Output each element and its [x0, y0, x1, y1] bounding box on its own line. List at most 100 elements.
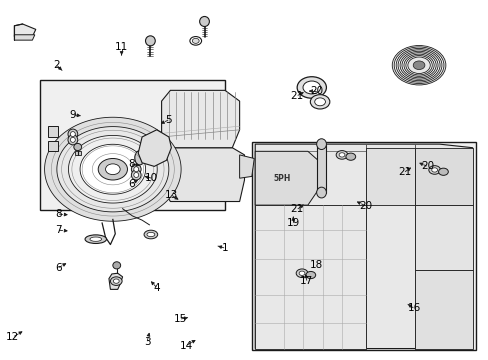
Text: 2: 2 [53, 60, 60, 70]
Circle shape [113, 279, 119, 283]
Circle shape [297, 77, 326, 98]
Ellipse shape [345, 153, 355, 160]
Ellipse shape [85, 235, 106, 243]
Polygon shape [161, 90, 239, 148]
Text: 3: 3 [143, 337, 150, 347]
Text: 8: 8 [128, 159, 134, 169]
Polygon shape [57, 127, 168, 212]
Polygon shape [109, 273, 122, 289]
Circle shape [105, 164, 120, 175]
Polygon shape [414, 205, 472, 270]
Ellipse shape [428, 166, 440, 174]
Circle shape [412, 61, 424, 69]
Text: 13: 13 [164, 190, 178, 200]
Polygon shape [255, 151, 320, 205]
Ellipse shape [305, 271, 315, 279]
Bar [251, 142, 475, 350]
Text: 11: 11 [115, 42, 128, 52]
Circle shape [189, 37, 201, 45]
Polygon shape [239, 155, 254, 178]
Text: 8: 8 [55, 209, 61, 219]
Polygon shape [68, 135, 157, 203]
Ellipse shape [338, 153, 344, 157]
Polygon shape [48, 126, 58, 137]
Ellipse shape [144, 230, 158, 239]
Circle shape [403, 54, 433, 76]
Text: 14: 14 [179, 341, 192, 351]
Text: 17: 17 [300, 276, 313, 286]
Polygon shape [48, 140, 58, 151]
Polygon shape [316, 144, 326, 193]
Circle shape [391, 45, 445, 85]
Text: 6: 6 [128, 179, 134, 189]
Circle shape [303, 81, 320, 94]
Ellipse shape [438, 168, 447, 175]
Ellipse shape [113, 262, 121, 269]
Circle shape [405, 55, 431, 75]
Ellipse shape [70, 132, 75, 136]
Text: 21: 21 [290, 91, 303, 101]
Text: 20: 20 [420, 161, 433, 171]
Ellipse shape [199, 17, 209, 27]
Ellipse shape [68, 129, 78, 139]
Ellipse shape [134, 172, 139, 177]
Polygon shape [138, 130, 171, 166]
Circle shape [110, 277, 122, 285]
Ellipse shape [145, 36, 155, 46]
Circle shape [397, 50, 439, 81]
Polygon shape [255, 144, 472, 348]
Text: 7: 7 [55, 225, 61, 235]
Ellipse shape [147, 232, 155, 237]
Ellipse shape [131, 164, 141, 174]
Text: 18: 18 [309, 260, 323, 270]
Ellipse shape [68, 135, 78, 145]
Polygon shape [255, 205, 366, 348]
Ellipse shape [74, 143, 81, 150]
Circle shape [401, 53, 435, 78]
Circle shape [393, 47, 443, 84]
Ellipse shape [299, 271, 305, 275]
Text: 21: 21 [397, 167, 410, 177]
Polygon shape [44, 117, 181, 221]
Ellipse shape [70, 137, 75, 142]
Circle shape [98, 158, 127, 180]
Ellipse shape [131, 170, 141, 180]
Circle shape [407, 57, 429, 73]
Ellipse shape [431, 168, 437, 172]
Circle shape [310, 95, 329, 109]
Text: 21: 21 [290, 204, 303, 215]
Text: 1: 1 [221, 243, 228, 253]
Polygon shape [14, 35, 35, 40]
Ellipse shape [335, 150, 347, 159]
Text: 20: 20 [358, 201, 371, 211]
Ellipse shape [316, 139, 326, 149]
Ellipse shape [90, 237, 102, 241]
Text: 5: 5 [165, 115, 172, 125]
Text: 6: 6 [55, 263, 61, 273]
Polygon shape [142, 151, 170, 164]
Text: 4: 4 [153, 283, 160, 293]
Polygon shape [414, 148, 472, 205]
Polygon shape [163, 148, 244, 202]
Text: 15: 15 [173, 314, 186, 324]
Text: 10: 10 [145, 173, 158, 183]
Ellipse shape [135, 150, 144, 165]
Circle shape [192, 39, 199, 43]
Circle shape [399, 51, 437, 79]
Text: 19: 19 [286, 218, 299, 228]
Polygon shape [80, 144, 145, 194]
Ellipse shape [296, 269, 307, 278]
Text: 5PH: 5PH [273, 174, 291, 183]
Polygon shape [366, 148, 414, 205]
Text: 9: 9 [69, 110, 76, 120]
Circle shape [395, 48, 441, 82]
Polygon shape [75, 151, 81, 155]
Polygon shape [414, 270, 472, 348]
Ellipse shape [134, 167, 139, 172]
Circle shape [314, 98, 325, 106]
Bar [40, 80, 224, 211]
Text: 16: 16 [407, 303, 420, 314]
Text: 20: 20 [309, 86, 323, 96]
Text: 12: 12 [6, 332, 20, 342]
Ellipse shape [316, 187, 326, 198]
